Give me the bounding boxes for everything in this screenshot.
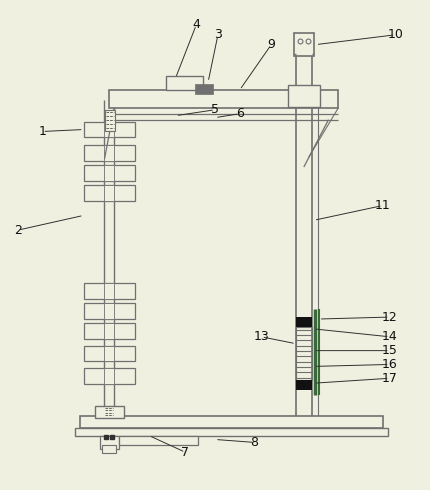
Bar bbox=[166, 76, 203, 90]
Bar bbox=[104, 368, 114, 384]
Bar bbox=[104, 345, 114, 362]
Bar bbox=[119, 436, 198, 445]
Text: 6: 6 bbox=[236, 107, 244, 120]
Bar bbox=[84, 122, 135, 137]
Text: 15: 15 bbox=[382, 344, 398, 357]
Bar bbox=[195, 84, 213, 94]
Text: 8: 8 bbox=[251, 436, 258, 449]
Bar bbox=[104, 185, 114, 200]
Text: 13: 13 bbox=[254, 330, 269, 343]
Bar bbox=[99, 436, 119, 449]
Text: 7: 7 bbox=[181, 446, 189, 459]
Bar bbox=[294, 33, 314, 56]
Bar bbox=[75, 428, 388, 436]
Text: 2: 2 bbox=[14, 224, 22, 237]
Bar bbox=[95, 406, 124, 418]
Bar bbox=[84, 185, 135, 200]
Bar bbox=[84, 146, 135, 161]
Bar bbox=[80, 416, 383, 428]
Text: 12: 12 bbox=[382, 311, 398, 323]
Bar bbox=[84, 345, 135, 362]
Bar bbox=[84, 323, 135, 339]
Bar bbox=[102, 445, 116, 453]
Bar bbox=[104, 165, 114, 181]
Text: 16: 16 bbox=[382, 358, 398, 371]
Bar bbox=[104, 303, 114, 319]
Text: 17: 17 bbox=[382, 372, 398, 385]
Bar bbox=[109, 90, 338, 108]
Bar bbox=[288, 85, 319, 107]
Bar bbox=[104, 284, 114, 299]
Bar bbox=[84, 368, 135, 384]
Text: 3: 3 bbox=[214, 28, 222, 41]
Text: 10: 10 bbox=[388, 28, 404, 41]
Text: 5: 5 bbox=[211, 103, 219, 116]
Bar bbox=[84, 284, 135, 299]
Bar bbox=[104, 146, 114, 161]
Bar bbox=[296, 327, 312, 380]
Text: 1: 1 bbox=[38, 125, 46, 138]
Bar bbox=[296, 317, 312, 327]
Bar bbox=[84, 165, 135, 181]
Bar bbox=[105, 110, 115, 131]
Bar bbox=[104, 323, 114, 339]
Bar bbox=[104, 122, 114, 137]
Bar bbox=[84, 303, 135, 319]
Text: 9: 9 bbox=[267, 38, 275, 51]
Text: 4: 4 bbox=[192, 19, 200, 31]
Bar bbox=[296, 380, 312, 390]
Text: 14: 14 bbox=[382, 330, 398, 343]
Text: 11: 11 bbox=[375, 199, 391, 212]
